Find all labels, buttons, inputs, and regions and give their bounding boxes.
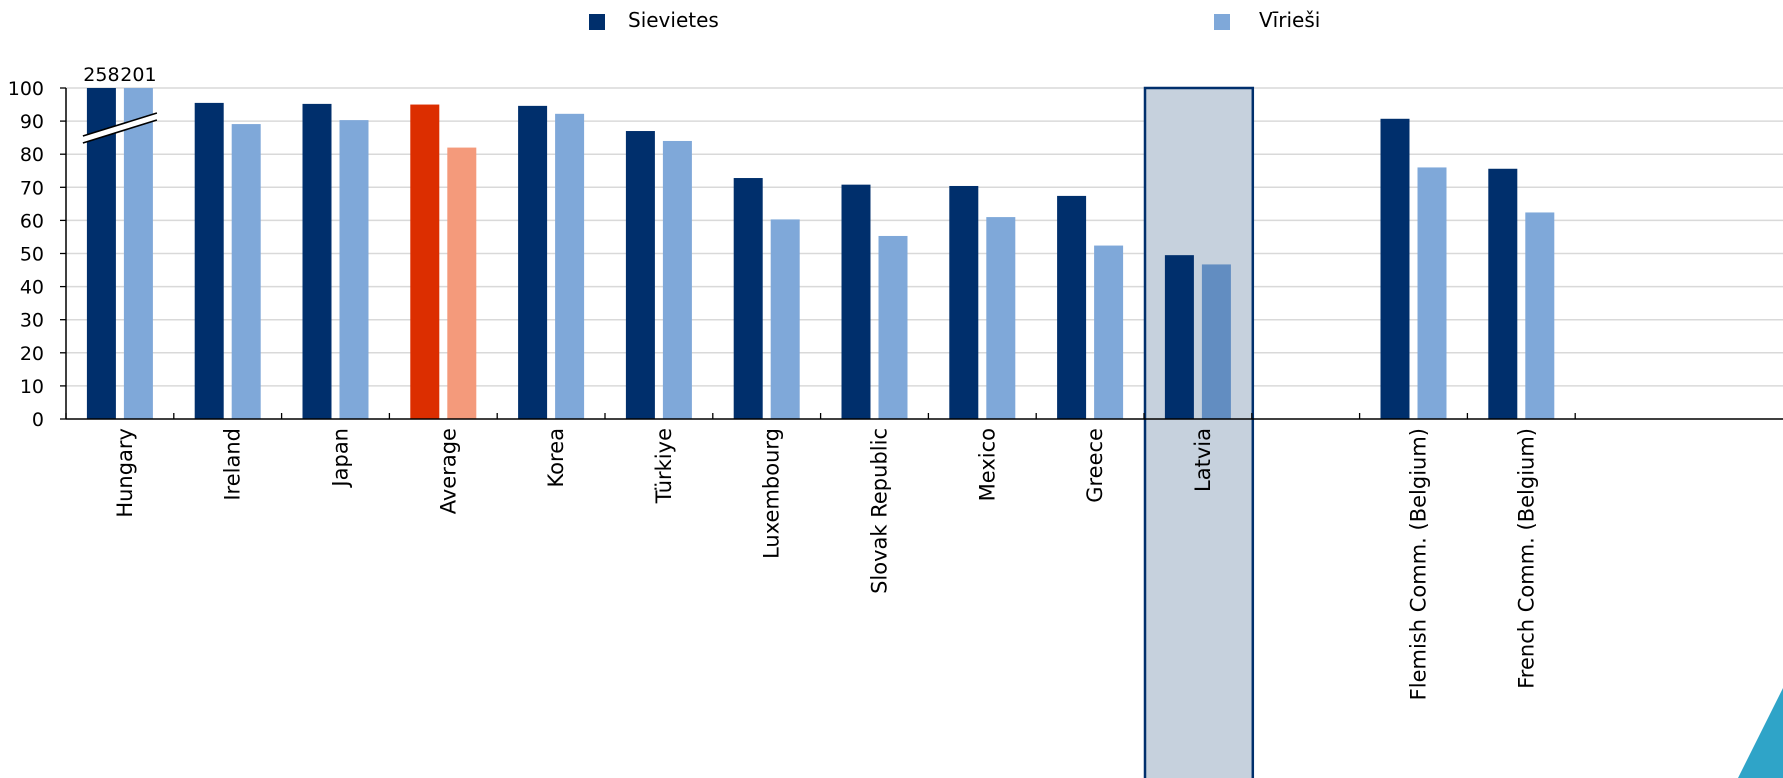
bar-female [194,102,224,420]
bar-male [878,235,908,419]
y-tick-label: 60 [20,210,44,232]
bar-female [302,103,332,419]
bar-female [86,88,116,419]
bar-male [1094,245,1124,419]
x-axis [60,87,1783,420]
bar-female [518,105,548,420]
highlight-box [1143,86,1255,778]
category-label: Flemish Comm. (Belgium) [1407,428,1431,700]
y-tick-label: 90 [20,111,44,133]
bars [86,88,1555,420]
category-label: Japan [329,428,353,489]
bar-female [625,131,655,419]
category-label: French Comm. (Belgium) [1514,428,1538,689]
category-labels: Hungary Ireland Japan Average Korea Türkiye Lu… [113,428,1538,700]
bar-female [841,184,871,419]
data-label: 201 [120,64,156,86]
bar-female [1380,118,1410,420]
category-label: Greece [1083,428,1107,503]
category-label: Latvia [1191,428,1215,492]
bar-female [1057,195,1087,419]
category-label: Mexico [975,428,999,501]
axis-break-gap [82,113,157,143]
y-tick-label: 100 [8,78,44,100]
bar-female [1488,168,1518,419]
category-label: Luxembourg [760,428,784,559]
bar-female [949,185,979,419]
data-labels: 258 201 [83,64,156,86]
bar-male [447,147,477,419]
category-label: Hungary [113,428,137,518]
y-tick-label: 70 [20,177,44,199]
data-label: 258 [83,64,119,86]
legend-label-female: Sievietes [628,8,719,32]
highlight-region [1143,86,1255,778]
corner-decoration [1738,688,1783,778]
category-label: Slovak Republic [868,428,892,594]
bar-female [733,178,763,419]
bar-female [410,104,440,420]
bar-male [770,219,800,419]
axis-break-line [82,119,158,144]
legend: Sievietes Vīrieši [589,8,1320,32]
axis-break-marks [82,112,158,144]
y-axis-ticks: 0 10 20 30 40 50 60 70 80 90 100 [8,78,44,431]
category-label: Average [436,428,460,514]
bar-male [1417,167,1447,419]
category-label: Korea [544,428,568,488]
bar-male [1525,212,1555,419]
y-tick-label: 30 [20,310,44,332]
bar-male [339,120,369,420]
bar-female [1164,255,1194,419]
axis-break-line [82,112,158,137]
y-tick-label: 10 [20,376,44,398]
legend-swatch-female [589,14,605,30]
bar-male [555,113,585,420]
legend-swatch-male [1214,14,1230,30]
y-tick-label: 80 [20,144,44,166]
y-tick-label: 50 [20,244,44,266]
y-tick-label: 20 [20,343,44,365]
bar-male [1201,264,1231,419]
category-label: Ireland [221,428,245,501]
category-label: Türkiye [652,428,676,504]
y-tick-label: 40 [20,277,44,299]
bar-male [986,217,1016,419]
bar-male [662,140,692,419]
legend-label-male: Vīrieši [1259,8,1320,32]
y-tick-label: 0 [32,409,44,431]
bar-male [231,124,261,419]
bar-male [123,88,153,419]
